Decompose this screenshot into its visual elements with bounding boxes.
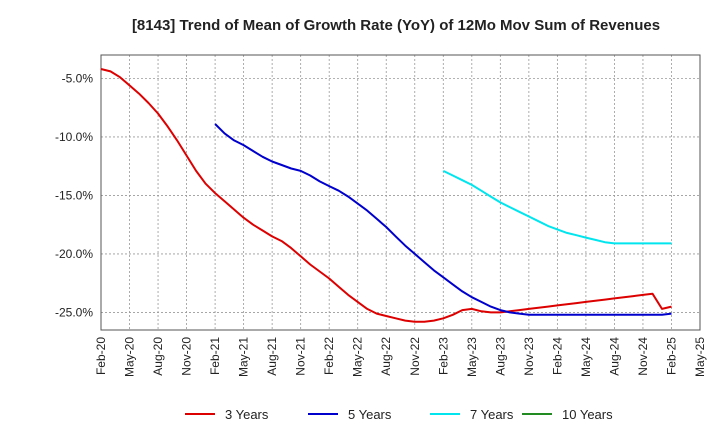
- x-tick-label: Aug-24: [607, 337, 621, 376]
- x-tick-label: Feb-24: [550, 337, 564, 375]
- x-tick-label: Feb-25: [664, 337, 678, 375]
- x-tick-label: Aug-23: [493, 337, 507, 376]
- y-tick-label: -10.0%: [55, 130, 93, 144]
- x-tick-label: Nov-20: [180, 337, 194, 376]
- y-tick-label: -25.0%: [55, 305, 93, 319]
- y-tick-label: -20.0%: [55, 247, 93, 261]
- series-line-5-years: [214, 123, 672, 316]
- legend-label: 5 Years: [348, 407, 392, 422]
- legend: 3 Years 5 Years 7 Years 10 Years: [185, 407, 613, 422]
- plot-area: [100, 54, 701, 331]
- x-axis: Feb-20 May-20 Aug-20 Nov-20 Feb-21 May-21 Aug-…: [94, 337, 707, 377]
- x-tick-label: Nov-24: [636, 337, 650, 376]
- legend-label: 7 Years: [470, 407, 514, 422]
- x-tick-label: Aug-22: [379, 337, 393, 376]
- x-tick-label: Nov-22: [408, 337, 422, 376]
- x-tick-label: May-21: [237, 337, 251, 377]
- chart-title: [8143] Trend of Mean of Growth Rate (YoY…: [132, 17, 660, 34]
- y-tick-label: -15.0%: [55, 188, 93, 202]
- legend-label: 10 Years: [562, 407, 613, 422]
- x-tick-label: Aug-21: [265, 337, 279, 376]
- x-tick-label: May-22: [351, 337, 365, 377]
- legend-label: 3 Years: [225, 407, 269, 422]
- x-tick-label: Nov-21: [294, 337, 308, 376]
- x-tick-label: Feb-23: [436, 337, 450, 375]
- x-tick-label: May-23: [465, 337, 479, 377]
- series-line-3-years: [100, 68, 672, 323]
- x-tick-label: May-25: [693, 337, 707, 377]
- y-tick-label: -5.0%: [62, 71, 94, 85]
- y-axis: -5.0% -10.0% -15.0% -20.0% -25.0%: [55, 71, 93, 319]
- x-tick-label: Aug-20: [151, 337, 165, 376]
- series-line-7-years: [442, 169, 672, 245]
- x-tick-label: Feb-21: [208, 337, 222, 375]
- series-lines: [100, 68, 672, 323]
- grid: [100, 55, 701, 330]
- x-tick-label: Feb-22: [322, 337, 336, 375]
- x-tick-label: Feb-20: [94, 337, 108, 375]
- x-tick-label: Nov-23: [522, 337, 536, 376]
- x-tick-label: May-24: [579, 337, 593, 377]
- x-tick-label: May-20: [123, 337, 137, 377]
